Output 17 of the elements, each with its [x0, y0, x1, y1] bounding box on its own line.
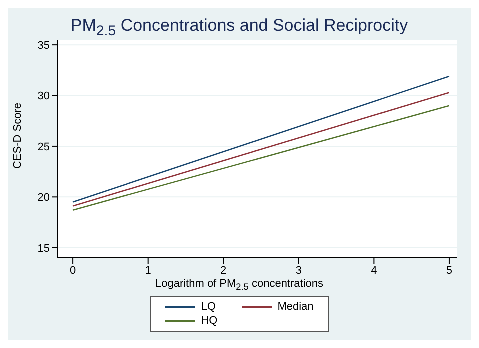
y-tick-label: 25 [38, 141, 50, 154]
legend-label: Median [278, 301, 314, 313]
y-tick-label: 15 [38, 242, 50, 255]
y-tick-label: 30 [38, 90, 50, 103]
x-tick-label: 5 [446, 264, 453, 277]
x-tick-label: 4 [371, 264, 378, 277]
y-axis-title: CES-D Score [12, 102, 24, 172]
x-axis-title: Logarithm of PM$_{2.5}$ concentrations [154, 278, 325, 292]
legend-label: HQ [201, 315, 218, 327]
y-tick-label: 20 [38, 192, 50, 204]
x-tick-label: 2 [220, 264, 227, 277]
x-tick-label: 1 [145, 264, 152, 277]
x-tick-label: 3 [296, 264, 302, 277]
x-tick-label: 0 [70, 264, 76, 277]
legend-label: LQ [201, 301, 216, 313]
chart-title: PM$_{2.5}$ Concentrations and Social Reciprocity [70, 15, 410, 40]
y-tick-label: 35 [38, 40, 50, 52]
